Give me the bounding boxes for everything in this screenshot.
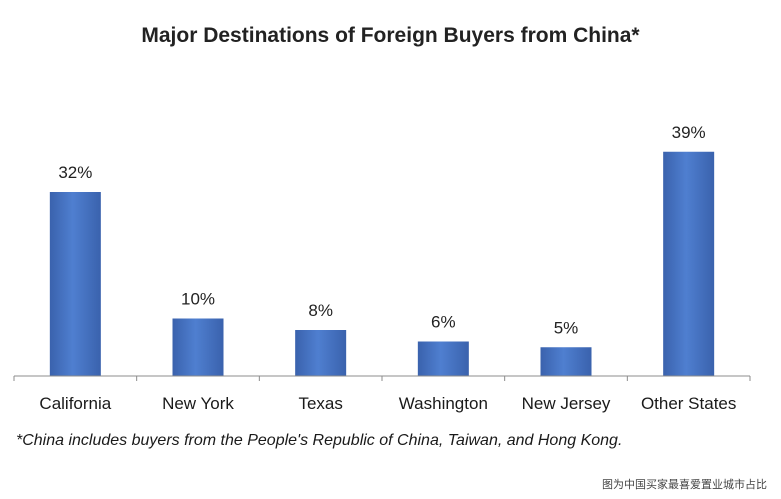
value-label: 6%	[431, 313, 456, 332]
source-note: 图为中国买家最喜爱置业城市占比	[602, 479, 767, 491]
chart-title: Major Destinations of Foreign Buyers fro…	[141, 24, 640, 47]
value-label: 39%	[672, 123, 706, 142]
footnote: *China includes buyers from the People's…	[16, 432, 623, 449]
bar-new-york	[172, 318, 224, 376]
category-label: Other States	[641, 394, 736, 413]
bar-new-jersey	[540, 347, 592, 376]
bar-washington	[417, 341, 469, 376]
bars-layer	[49, 151, 715, 376]
category-label: New Jersey	[522, 394, 611, 413]
value-label: 32%	[58, 163, 92, 182]
value-labels-layer: 32% 10% 8% 6% 5% 39%	[58, 123, 705, 338]
category-label: California	[39, 394, 111, 413]
bar-other-states	[663, 151, 715, 376]
bar-california	[49, 192, 101, 376]
category-label: Washington	[399, 394, 488, 413]
value-label: 10%	[181, 290, 215, 309]
category-label: Texas	[298, 394, 342, 413]
category-label: New York	[162, 394, 234, 413]
bar-texas	[295, 330, 347, 376]
value-label: 5%	[554, 318, 579, 337]
x-axis	[13, 375, 751, 381]
category-labels-layer: California New York Texas Washington New Jer…	[39, 394, 736, 413]
value-label: 8%	[308, 301, 333, 320]
